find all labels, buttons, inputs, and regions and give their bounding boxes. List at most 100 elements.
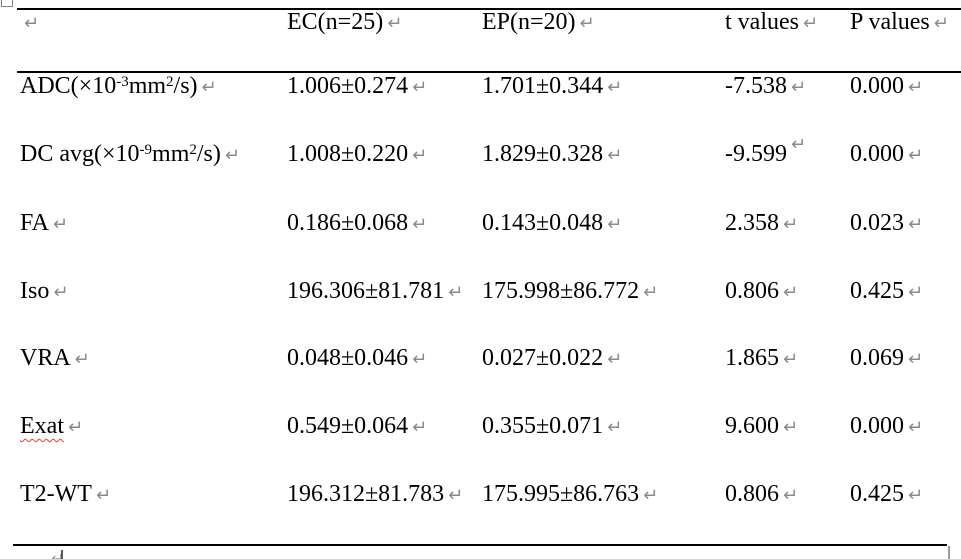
value-cell-ep[interactable]: 0.027±0.022 ↵ xyxy=(482,343,722,375)
header-label-ec: EC(n=25) xyxy=(287,9,384,35)
value-cell-p[interactable]: 0.425 ↵ xyxy=(850,479,961,511)
end-of-cell-mark-icon: ↵ xyxy=(74,349,90,370)
value-cell-ec[interactable]: 196.312±81.783 ↵ xyxy=(287,479,478,511)
value-cell-t[interactable]: 9.600 ↵ xyxy=(725,411,845,443)
end-of-cell-mark-icon: ↵ xyxy=(607,77,623,98)
row-label-cell[interactable]: VRA ↵ xyxy=(20,343,282,375)
header-cell-ec[interactable]: EC(n=25) ↵ xyxy=(287,7,478,39)
end-of-cell-mark-icon: ↵ xyxy=(643,485,659,506)
header-label-ep: EP(n=20) xyxy=(482,9,576,35)
clipped-text-fragment xyxy=(61,550,63,559)
table-row-vra: VRA ↵ 0.048±0.046 ↵ 0.027±0.022 ↵ 1.865 ↵ 0.… xyxy=(0,343,961,373)
value: 0.355±0.071 xyxy=(482,413,604,439)
end-of-cell-mark-icon: ↵ xyxy=(95,485,112,506)
row-label: mm xyxy=(128,73,167,99)
end-of-cell-mark-icon: ↵ xyxy=(933,13,949,34)
row-label-cell[interactable]: ADC(×10-3mm2/s) ↵ xyxy=(20,71,282,104)
end-of-cell-mark-icon: ↵ xyxy=(607,349,623,370)
value: 9.600 xyxy=(725,413,779,439)
value-cell-p[interactable]: 0.069 ↵ xyxy=(850,343,961,375)
table-row-adc: ADC(×10-3mm2/s) ↵ 1.006±0.274 ↵ 1.701±0.34… xyxy=(0,71,961,101)
header-cell-empty[interactable]: ↵ xyxy=(20,7,282,39)
value: 1.829±0.328 xyxy=(482,141,604,167)
table-bottom-rule xyxy=(13,544,947,546)
value-cell-t[interactable]: 1.865 ↵ xyxy=(725,343,845,375)
table-row-t2-wt: T2-WT ↵ 196.312±81.783 ↵ 175.995±86.763 ↵ 0… xyxy=(0,479,961,509)
header-label-t-values: t values xyxy=(725,9,799,35)
value-cell-ec[interactable]: 0.549±0.064 ↵ xyxy=(287,411,478,443)
value: 0.425 xyxy=(850,278,904,304)
end-of-cell-mark-icon: ↵ xyxy=(783,282,799,303)
value: 1.006±0.274 xyxy=(287,73,409,99)
value-cell-ep[interactable]: 0.355±0.071 ↵ xyxy=(482,411,722,443)
end-of-cell-mark-icon: ↵ xyxy=(791,77,807,98)
end-of-cell-mark-icon: ↵ xyxy=(448,282,464,303)
header-cell-t-values[interactable]: t values ↵ xyxy=(725,7,845,39)
row-label: mm xyxy=(152,141,190,167)
value-cell-t[interactable]: 0.806 ↵ xyxy=(725,479,845,511)
value-cell-ec[interactable]: 0.048±0.046 ↵ xyxy=(287,343,478,375)
end-of-cell-mark-icon: ↵ xyxy=(24,13,40,34)
value-cell-ep[interactable]: 175.998±86.772 ↵ xyxy=(482,276,722,308)
header-label-p-values: P values xyxy=(850,9,930,35)
header-cell-p-values[interactable]: P values ↵ xyxy=(850,7,961,39)
table-handle-fragment[interactable] xyxy=(1,0,13,7)
end-of-cell-mark-icon: ↵ xyxy=(783,349,799,370)
end-of-cell-mark-icon: ↵ xyxy=(908,145,924,166)
end-of-cell-mark-icon: ↵ xyxy=(53,282,69,303)
value-cell-t[interactable]: 0.806 ↵ xyxy=(725,276,845,308)
table-header-row: ↵ EC(n=25) ↵ EP(n=20) ↵ t values ↵ P values… xyxy=(0,7,961,37)
value-cell-ec[interactable]: 1.006±0.274 ↵ xyxy=(287,71,478,103)
row-label-cell[interactable]: T2-WT ↵ xyxy=(20,479,282,511)
value-cell-ep[interactable]: 175.995±86.763 ↵ xyxy=(482,479,722,511)
value: 0.023 xyxy=(850,210,904,236)
row-label-cell[interactable]: Exat ↵ xyxy=(20,411,282,443)
end-of-cell-mark-icon: ↵ xyxy=(607,214,623,235)
value-cell-ec[interactable]: 0.186±0.068 ↵ xyxy=(287,208,478,240)
value-cell-p[interactable]: 0.425 ↵ xyxy=(850,276,961,308)
end-of-cell-mark-icon: ↵ xyxy=(412,417,428,438)
value: 1.701±0.344 xyxy=(482,73,604,99)
row-label-superscript: 2 xyxy=(189,142,197,158)
value-cell-ep[interactable]: 1.829±0.328 ↵ xyxy=(482,139,722,171)
end-of-cell-mark-icon: ↵ xyxy=(908,349,924,370)
end-of-cell-mark-icon: ↵ xyxy=(908,485,924,506)
table-row-dc-avg: DC avg(×10-9mm2/s) ↵ 1.008±0.220 ↵ 1.829±0… xyxy=(0,139,961,169)
end-of-cell-mark-icon: ↵ xyxy=(412,77,428,98)
row-label-cell[interactable]: FA ↵ xyxy=(20,208,282,240)
end-of-cell-mark-icon: ↵ xyxy=(412,349,428,370)
value-cell-t[interactable]: 2.358 ↵ xyxy=(725,208,845,240)
value-cell-ec[interactable]: 1.008±0.220 ↵ xyxy=(287,139,478,171)
value-cell-p[interactable]: 0.000 ↵ xyxy=(850,71,961,103)
value-cell-t[interactable]: -7.538 ↵ xyxy=(725,71,845,103)
end-of-cell-mark-icon: ↵ xyxy=(412,214,428,235)
value-cell-t[interactable]: -9.599 ↵ xyxy=(725,139,845,171)
value-cell-ep[interactable]: 1.701±0.344 ↵ xyxy=(482,71,722,103)
value: 2.358 xyxy=(725,210,779,236)
row-label-cell[interactable]: DC avg(×10-9mm2/s) ↵ xyxy=(20,139,282,172)
row-label: VRA xyxy=(20,345,71,371)
value-cell-ep[interactable]: 0.143±0.048 ↵ xyxy=(482,208,722,240)
end-of-cell-mark-icon: ↵ xyxy=(908,214,924,235)
value: 1.865 xyxy=(725,345,779,371)
value-cell-p[interactable]: 0.000 ↵ xyxy=(850,139,961,171)
end-of-cell-mark-icon: ↵ xyxy=(783,417,799,438)
value-cell-ec[interactable]: 196.306±81.781 ↵ xyxy=(287,276,478,308)
value-cell-p[interactable]: 0.023 ↵ xyxy=(850,208,961,240)
row-label: ADC(×10 xyxy=(20,73,117,99)
value: -7.538 xyxy=(725,73,787,99)
end-of-cell-mark-icon: ↵ xyxy=(52,214,68,235)
end-of-cell-mark-icon: ↵ xyxy=(579,13,595,34)
value-cell-p[interactable]: 0.000 ↵ xyxy=(850,411,961,443)
value: 0.806 xyxy=(725,278,779,304)
value: 196.306±81.781 xyxy=(287,278,445,304)
value: 0.000 xyxy=(850,413,904,439)
value: 175.995±86.763 xyxy=(482,481,640,507)
row-label-cell[interactable]: Iso ↵ xyxy=(20,276,282,308)
end-of-cell-mark-icon: ↵ xyxy=(783,485,799,506)
end-of-cell-mark-icon: ↵ xyxy=(448,485,464,506)
end-of-cell-mark-icon: ↵ xyxy=(802,13,819,34)
value: 0.143±0.048 xyxy=(482,210,604,236)
header-cell-ep[interactable]: EP(n=20) ↵ xyxy=(482,7,722,39)
end-of-cell-mark-icon: ↵ xyxy=(783,214,799,235)
